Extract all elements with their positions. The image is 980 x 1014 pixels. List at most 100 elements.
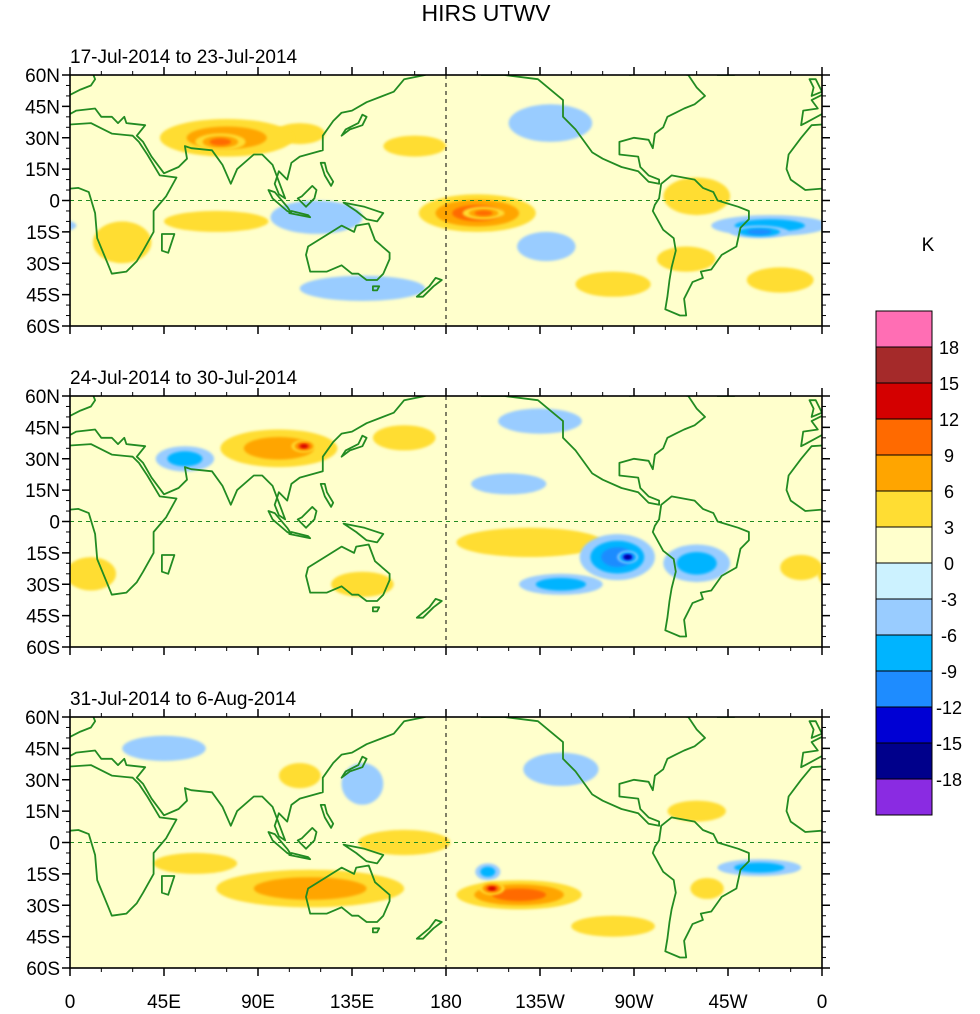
anomaly-contour (471, 473, 547, 495)
anomaly-contour (624, 555, 631, 559)
panel-2-frame (69, 395, 823, 648)
anomaly-contour (70, 557, 116, 591)
lat-label: 45N (25, 739, 60, 760)
colorbar-label: 12 (939, 410, 959, 430)
anomaly-contour (492, 888, 546, 902)
coastline (480, 717, 706, 827)
coastline (372, 285, 381, 292)
lat-label: 15S (26, 544, 60, 565)
colorbar-labels: 18 15 12 9 6 3 0 -3 -6 -9 -12 -15 -18 (936, 338, 962, 790)
panel-3-axes: 60N 45N 30N 15N 0 15S 30S 45S 60S (25, 708, 830, 980)
coastline (319, 161, 335, 187)
lat-label: 45S (26, 286, 60, 307)
coastline (372, 927, 381, 934)
coastline (70, 764, 178, 917)
coastline (288, 852, 312, 861)
panel-1-anomaly-field (0, 104, 980, 301)
coastline (161, 875, 176, 896)
anomaly-contour (734, 862, 785, 873)
colorbar-box (875, 454, 933, 492)
colorbar-label: -3 (941, 590, 957, 610)
coastline (305, 543, 391, 602)
panel-3-anomaly-field (122, 735, 980, 937)
coastline (305, 222, 391, 281)
colorbar-box (875, 418, 933, 456)
coastline (651, 495, 750, 638)
coastline (70, 443, 178, 596)
anomaly-contour (253, 877, 367, 900)
lat-label: 15S (26, 223, 60, 244)
anomaly-contour (962, 138, 980, 145)
colorbar-box (875, 526, 933, 564)
anomaly-contour (939, 127, 980, 150)
lon-label: 0 (817, 992, 828, 1013)
coastline (340, 434, 368, 458)
lon-label: 90E (241, 992, 275, 1013)
lat-label: 60S (26, 317, 60, 338)
coastline (340, 755, 368, 779)
coastline (808, 78, 822, 97)
coastline (70, 396, 427, 521)
coastline (808, 720, 822, 739)
lat-label: 15N (25, 160, 60, 181)
panel-1-coastlines (0, 29, 822, 326)
lat-label: 30S (26, 254, 60, 275)
coastline (0, 29, 28, 75)
anomaly-contour (667, 800, 726, 822)
anomaly-contour (209, 138, 232, 146)
longitude-labels: 0 45E 90E 135E 180 135W 90W 45W 0 (65, 992, 828, 1013)
coastline (342, 843, 385, 865)
anomaly-contour (0, 227, 28, 236)
panel-2-title: 24-Jul-2014 to 30-Jul-2014 (70, 368, 298, 389)
anomaly-contour (508, 104, 593, 142)
panel-3: 31-Jul-2014 to 6-Aug-2014 60N 45N 30N 15N 0 1… (25, 689, 980, 980)
anomaly-contour (480, 866, 496, 877)
anomaly-contour (523, 752, 599, 786)
colorbar-box (875, 742, 933, 780)
figure-title: HIRS UTWV (421, 0, 551, 26)
anomaly-contour (690, 878, 724, 899)
lat-label: 60S (26, 638, 60, 659)
anomaly-contour (571, 915, 655, 937)
lon-label: 135W (515, 992, 565, 1013)
anomaly-contour (487, 886, 497, 891)
anomaly-contour (167, 451, 203, 467)
coastline (70, 717, 427, 842)
anomaly-contour (535, 578, 587, 591)
coastline (800, 93, 822, 127)
coastline (161, 554, 176, 575)
anomaly-contour (341, 763, 384, 805)
anomaly-contour (0, 229, 20, 234)
coastline (651, 816, 750, 959)
lat-label: 0 (49, 834, 60, 855)
coastline (288, 531, 312, 540)
anomaly-contour (845, 221, 903, 263)
colorbar-label: -12 (936, 698, 962, 718)
panel-3-coastlines (70, 717, 822, 968)
anomaly-contour (278, 763, 321, 789)
anomaly-contour (299, 444, 309, 449)
anomaly-contour (299, 275, 426, 301)
anomaly-contour (906, 853, 980, 874)
coastline (340, 113, 368, 137)
anomaly-contour (372, 425, 436, 451)
panel-2-anomaly-field (70, 408, 822, 597)
coastline (319, 483, 335, 508)
colorbar-label: 0 (944, 554, 954, 574)
panel-1-frame (69, 74, 823, 327)
colorbar-label: 18 (939, 338, 959, 358)
colorbar-label: -18 (936, 770, 962, 790)
anomaly-contour (498, 408, 582, 434)
coastline (70, 75, 427, 200)
colorbar-label: 6 (944, 482, 954, 502)
colorbar-box (875, 706, 933, 744)
colorbar: K 18 15 12 9 6 3 0 -3 -6 -9 -12 -15 -18 (875, 235, 962, 816)
lat-label: 0 (49, 192, 60, 213)
coastline (372, 606, 381, 613)
anomaly-contour (746, 229, 772, 235)
coastline (415, 598, 443, 619)
lon-label: 180 (430, 992, 462, 1013)
lat-label: 30S (26, 575, 60, 596)
anomaly-contour (517, 231, 576, 262)
